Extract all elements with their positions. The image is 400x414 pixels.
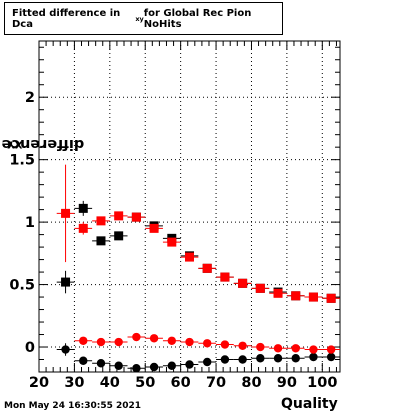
data-point-square [114, 211, 124, 221]
data-point-square [167, 237, 177, 247]
data-point-circle [203, 357, 212, 367]
data-point-square [326, 293, 336, 303]
x-tick-label: 80 [241, 375, 261, 391]
x-tick-label: 30 [64, 375, 84, 391]
data-point-circle [238, 341, 247, 350]
series-0 [56, 200, 340, 303]
data-point-square [255, 283, 265, 293]
y-tick-label: 1.5 [9, 153, 35, 169]
title-subscript: xy [135, 14, 144, 23]
timestamp-footer: Mon May 24 16:30:55 2021 [4, 401, 142, 411]
data-point-circle [167, 336, 176, 345]
y-tick-label: 0.5 [9, 278, 35, 294]
data-point-circle [220, 355, 230, 364]
data-point-square [61, 277, 71, 287]
data-point-square [78, 203, 88, 213]
y-tick-label: 1 [25, 215, 35, 231]
data-point-circle [309, 345, 318, 354]
x-axis-label: Quality [281, 396, 338, 412]
data-point-square [96, 216, 106, 226]
data-point-circle [238, 355, 247, 364]
data-point-square [291, 291, 301, 301]
data-point-circle [291, 344, 300, 353]
y-tick-label: 2 [25, 90, 35, 106]
data-point-circle [273, 344, 283, 353]
x-tick-label: 40 [100, 375, 120, 391]
x-tick-label: 100 [307, 375, 337, 391]
x-tick-label: 60 [171, 375, 191, 391]
data-point-circle [132, 332, 141, 342]
chart-title: Fitted difference in Dca xy for Global Re… [4, 2, 283, 35]
data-point-square [238, 278, 248, 288]
data-point-circle [291, 354, 300, 363]
data-point-circle [114, 361, 123, 370]
data-point-circle [326, 345, 336, 354]
data-point-circle [96, 359, 106, 368]
data-point-square [114, 231, 124, 241]
data-point-square [273, 288, 283, 298]
x-tick-label: 90 [277, 375, 297, 391]
data-point-circle [79, 336, 88, 345]
data-point-circle [309, 352, 318, 362]
x-tick-label: 70 [206, 375, 226, 391]
y-axis-label-subscript: XY [7, 138, 23, 150]
data-point-square [220, 272, 230, 282]
axes: 20 30 40 50 60 70 80 90 100 0 0.5 1 1.5 2 [9, 40, 341, 391]
data-point-square [149, 223, 159, 233]
plot-frame [38, 40, 341, 373]
data-point-circle [203, 339, 212, 348]
data-point-square [202, 263, 212, 273]
data-point-circle [114, 337, 123, 347]
data-series [56, 164, 340, 373]
data-point-circle [149, 334, 159, 343]
data-point-circle [256, 354, 265, 363]
data-point-square [185, 252, 194, 262]
data-point-square [131, 212, 141, 222]
x-tick-label: 50 [135, 375, 155, 391]
data-point-square [308, 292, 318, 302]
y-tick-label: 0 [25, 340, 35, 356]
x-tick-label: 20 [29, 375, 49, 391]
series-1 [56, 164, 340, 303]
title-suffix: for Global Rec Pion NoHits [143, 7, 252, 30]
series-3 [74, 332, 340, 354]
data-point-circle [132, 364, 141, 373]
data-point-circle [79, 356, 88, 365]
data-point-circle [185, 337, 194, 347]
title-prefix: Fitted difference in Dca [12, 7, 121, 30]
data-point-circle [149, 362, 159, 372]
y-axis-label: difference in DcaXY [0, 102, 84, 186]
data-point-square [96, 236, 106, 246]
data-point-square [78, 223, 88, 233]
data-point-circle [326, 352, 336, 362]
data-point-circle [256, 342, 265, 352]
data-point-circle [61, 345, 70, 354]
data-point-square [61, 208, 71, 218]
data-point-circle [220, 340, 230, 349]
data-point-circle [167, 361, 176, 370]
series-2 [56, 343, 340, 373]
data-point-circle [96, 337, 106, 347]
data-point-circle [273, 354, 283, 363]
data-point-circle [185, 360, 194, 369]
